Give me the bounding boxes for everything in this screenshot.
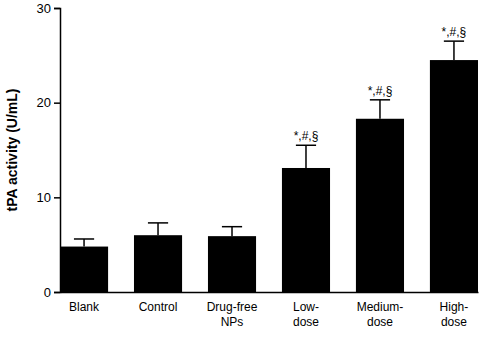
x-tick-label-line: Drug-free bbox=[207, 300, 258, 314]
x-tick: High-dose bbox=[440, 292, 469, 329]
bar bbox=[60, 247, 108, 292]
x-tick-label-line: dose bbox=[293, 315, 319, 329]
y-tick-mark bbox=[54, 292, 60, 294]
bar bbox=[282, 168, 330, 292]
x-tick-label-line: High- bbox=[440, 300, 469, 314]
y-tick-mark bbox=[54, 102, 60, 104]
y-tick: 20 bbox=[37, 95, 60, 110]
error-bar bbox=[296, 145, 316, 168]
x-tick: Low-dose bbox=[293, 292, 319, 329]
x-tick-label-line: NPs bbox=[221, 315, 244, 329]
significance-labels: *,#,§ *,#,§ *,#,§ bbox=[294, 25, 467, 143]
x-tick: Control bbox=[139, 292, 178, 314]
x-tick-label: Medium-dose bbox=[357, 300, 404, 329]
error-stem bbox=[157, 223, 159, 235]
y-tick: 0 bbox=[44, 285, 60, 300]
error-bar bbox=[444, 41, 464, 60]
chart: *,#,§ *,#,§ *,#,§ 0 10 20 30 Blank Control Drug-f… bbox=[0, 0, 500, 341]
error-bar bbox=[370, 100, 390, 119]
x-tick-label: Control bbox=[139, 300, 178, 314]
error-stem bbox=[231, 227, 233, 236]
y-axis: 0 10 20 30 bbox=[37, 1, 61, 300]
bar bbox=[134, 235, 182, 292]
y-axis-line bbox=[54, 9, 61, 293]
error-stem bbox=[379, 100, 381, 119]
y-tick-label: 0 bbox=[44, 285, 51, 300]
x-tick-label-line: dose bbox=[441, 315, 467, 329]
y-tick-label: 20 bbox=[37, 95, 51, 110]
x-tick-label-line: Medium- bbox=[357, 300, 404, 314]
x-tick-label-line: dose bbox=[367, 315, 393, 329]
error-bar bbox=[148, 223, 168, 235]
y-tick: 10 bbox=[37, 190, 60, 205]
x-tick-label: Blank bbox=[69, 300, 100, 314]
y-tick-mark bbox=[54, 197, 60, 199]
y-tick: 30 bbox=[37, 1, 60, 16]
x-tick-label-line: Control bbox=[139, 300, 178, 314]
y-tick-label: 10 bbox=[37, 190, 51, 205]
error-cap bbox=[444, 40, 464, 42]
y-tick-label: 30 bbox=[37, 1, 51, 16]
bar bbox=[356, 119, 404, 292]
x-tick: Medium-dose bbox=[357, 292, 404, 329]
error-cap bbox=[148, 222, 168, 224]
marks bbox=[60, 41, 478, 292]
error-bar bbox=[74, 239, 94, 247]
error-stem bbox=[453, 41, 455, 60]
x-axis-line bbox=[61, 292, 479, 294]
error-stem bbox=[305, 145, 307, 168]
x-tick-label: Low-dose bbox=[293, 300, 319, 329]
error-stem bbox=[83, 239, 85, 247]
error-cap bbox=[296, 145, 316, 147]
x-tick-label-line: Blank bbox=[69, 300, 100, 314]
y-tick-mark bbox=[54, 8, 60, 10]
x-tick-label: High-dose bbox=[440, 300, 469, 329]
significance-label: *,#,§ bbox=[442, 25, 467, 39]
significance-label: *,#,§ bbox=[368, 84, 393, 98]
error-cap bbox=[370, 99, 390, 101]
bar bbox=[208, 236, 256, 292]
error-cap bbox=[74, 238, 94, 240]
x-tick-label: Drug-freeNPs bbox=[207, 300, 258, 329]
bar bbox=[430, 60, 478, 292]
x-tick: Drug-freeNPs bbox=[207, 292, 258, 329]
error-cap bbox=[222, 226, 242, 228]
x-axis: BlankControlDrug-freeNPsLow-doseMedium-d… bbox=[61, 292, 479, 329]
x-tick: Blank bbox=[69, 292, 100, 314]
significance-label: *,#,§ bbox=[294, 129, 319, 143]
y-axis-title: tPA activity (U/mL) bbox=[4, 89, 20, 212]
x-tick-label-line: Low- bbox=[293, 300, 319, 314]
error-bar bbox=[222, 227, 242, 236]
